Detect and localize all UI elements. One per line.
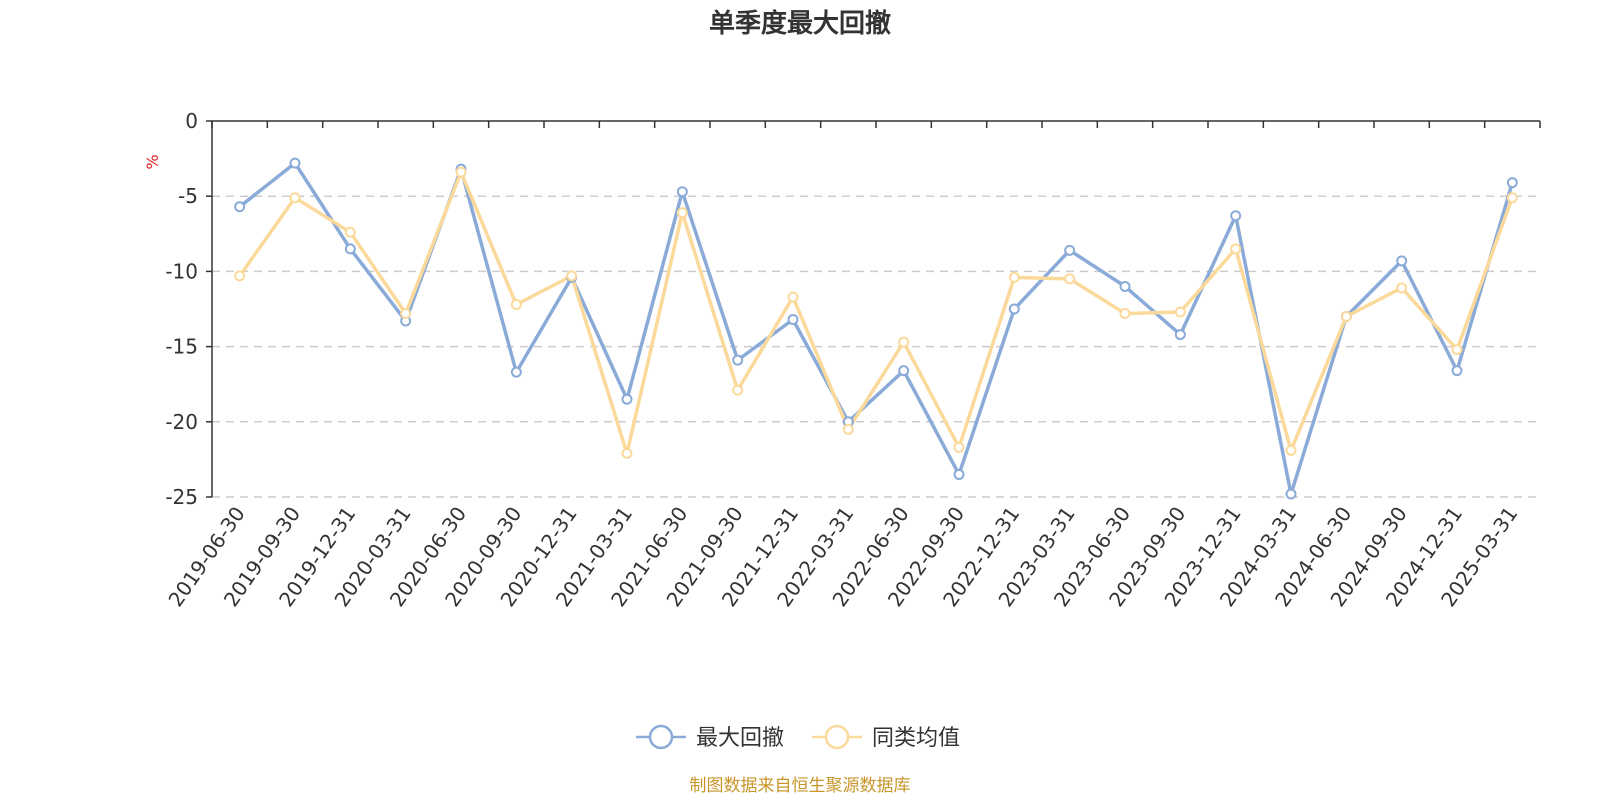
data-point — [1119, 280, 1131, 292]
y-axis-unit-label: % — [143, 154, 162, 169]
data-point — [510, 298, 522, 310]
data-point — [1285, 488, 1297, 500]
data-point — [400, 308, 412, 320]
y-tick-label: -25 — [165, 485, 198, 509]
data-point — [1396, 255, 1408, 267]
data-point — [510, 366, 522, 378]
data-point — [1285, 444, 1297, 456]
data-point — [1230, 210, 1242, 222]
y-tick-label: -5 — [178, 184, 198, 208]
data-point — [1064, 244, 1076, 256]
data-point — [289, 192, 301, 204]
legend-label-0: 最大回撤 — [696, 726, 784, 751]
data-point — [1451, 344, 1463, 356]
data-point — [953, 468, 965, 480]
data-point — [1174, 306, 1186, 318]
data-point — [234, 201, 246, 213]
y-tick-label: -10 — [165, 259, 198, 283]
data-point — [1008, 271, 1020, 283]
data-point — [1340, 311, 1352, 323]
y-tick-label: 0 — [185, 109, 198, 133]
data-point — [234, 270, 246, 282]
data-point — [289, 157, 301, 169]
data-point — [566, 270, 578, 282]
data-point — [455, 166, 467, 178]
data-point — [953, 441, 965, 453]
data-point — [842, 423, 854, 435]
series-line-0 — [238, 161, 1514, 496]
series-layer — [234, 157, 1518, 500]
data-point — [898, 336, 910, 348]
data-point — [787, 314, 799, 326]
legend-label-1: 同类均值 — [872, 726, 960, 751]
data-point — [344, 243, 356, 255]
series-line-1 — [238, 170, 1514, 456]
gridlines — [212, 195, 1540, 498]
data-point — [1174, 329, 1186, 341]
y-tick-label: -20 — [165, 410, 198, 434]
data-point — [1396, 282, 1408, 294]
y-axis-ticks: 0 -5 -10 -15 -20 -25 — [165, 109, 212, 509]
data-point — [898, 365, 910, 377]
legend-marker-1 — [824, 724, 850, 750]
chart-title: 单季度最大回撤 — [709, 8, 891, 39]
data-point — [1064, 273, 1076, 285]
legend-marker-0 — [648, 724, 674, 750]
data-point — [621, 447, 633, 459]
data-point — [676, 186, 688, 198]
data-point — [1451, 365, 1463, 377]
legend: 最大回撤 同类均值 — [636, 724, 960, 751]
y-tick-label: -15 — [165, 335, 198, 359]
data-point — [1506, 192, 1518, 204]
data-point — [732, 384, 744, 396]
x-axis-ticks: 2019-06-302019-09-302019-12-312020-03-31… — [163, 121, 1541, 611]
data-point — [1506, 177, 1518, 189]
source-note: 制图数据来自恒生聚源数据库 — [690, 776, 911, 796]
data-point — [732, 354, 744, 366]
data-point — [621, 393, 633, 405]
data-point — [1230, 243, 1242, 255]
data-point — [787, 291, 799, 303]
data-point — [1008, 303, 1020, 315]
data-point — [344, 226, 356, 238]
data-point — [676, 207, 688, 219]
data-point — [1119, 308, 1131, 320]
